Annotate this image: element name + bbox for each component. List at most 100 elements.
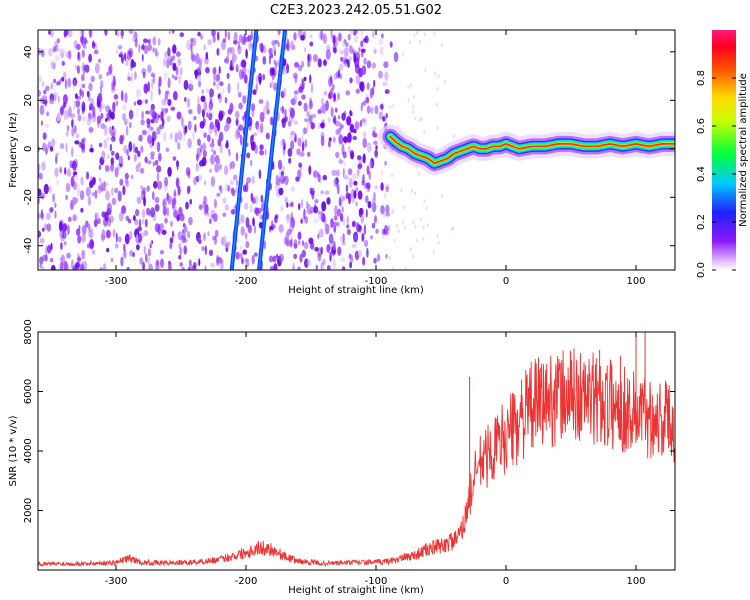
noise-speck (222, 88, 225, 94)
noise-speck (441, 43, 444, 48)
noise-speck (289, 107, 295, 119)
noise-speck (126, 149, 129, 156)
noise-speck (345, 192, 350, 200)
noise-speck (357, 168, 360, 176)
spectrogram-marks (38, 30, 675, 270)
noise-speck (181, 266, 185, 270)
noise-speck (366, 105, 371, 114)
noise-speck (211, 235, 216, 241)
noise-speck (287, 120, 292, 127)
noise-speck (147, 248, 152, 257)
noise-speck (425, 206, 428, 210)
y-tick-label: 6000 (23, 379, 34, 404)
x-tick-label: -300 (105, 576, 128, 587)
noise-speck (108, 215, 114, 224)
noise-speck (333, 73, 338, 80)
noise-speck (342, 40, 345, 47)
noise-speck (169, 58, 174, 66)
noise-speck (418, 171, 421, 176)
noise-speck (91, 249, 96, 255)
noise-speck (275, 182, 280, 192)
noise-speck (338, 69, 340, 79)
noise-speck (251, 175, 255, 185)
noise-speck (262, 56, 267, 65)
noise-speck (110, 157, 115, 166)
noise-speck (60, 242, 63, 250)
noise-speck (323, 59, 327, 66)
noise-speck (355, 88, 360, 94)
noise-speck (169, 237, 174, 244)
noise-speck (206, 211, 210, 218)
noise-speck (383, 212, 386, 219)
noise-speck (283, 236, 288, 245)
noise-speck (72, 196, 77, 206)
noise-speck (141, 110, 145, 120)
noise-speck (147, 39, 150, 44)
noise-speck (146, 118, 151, 124)
noise-speck (98, 142, 103, 148)
noise-speck (138, 218, 142, 230)
noise-speck (315, 264, 319, 270)
noise-speck (320, 30, 323, 41)
noise-speck (280, 171, 285, 176)
noise-speck (168, 199, 171, 205)
noise-speck (320, 135, 325, 147)
noise-speck (112, 228, 116, 238)
noise-speck (197, 65, 202, 73)
noise-speck (84, 64, 90, 73)
noise-speck (381, 169, 384, 176)
noise-speck (158, 88, 161, 96)
noise-speck (309, 34, 313, 39)
noise-speck (306, 259, 312, 267)
noise-speck (170, 132, 173, 140)
noise-speck (187, 230, 191, 239)
noise-speck (184, 125, 188, 134)
noise-speck (341, 206, 344, 213)
noise-speck (53, 78, 56, 84)
noise-speck (74, 64, 78, 70)
noise-speck (187, 120, 192, 131)
colorbar: 0.0 0.2 0.4 0.6 0.8 Normalized spectral ampl… (696, 30, 749, 278)
noise-speck (293, 239, 298, 248)
noise-speck (103, 139, 108, 149)
noise-speck (45, 254, 48, 262)
noise-speck (80, 139, 85, 150)
noise-speck (239, 245, 243, 252)
noise-speck (365, 208, 368, 218)
noise-speck (306, 200, 309, 209)
noise-speck (94, 63, 100, 74)
noise-speck (104, 125, 108, 136)
noise-speck (337, 246, 342, 256)
noise-speck (361, 232, 365, 242)
noise-speck (240, 214, 245, 224)
noise-speck (106, 72, 109, 77)
noise-speck (360, 40, 364, 48)
noise-speck (42, 81, 45, 88)
noise-speck (164, 51, 169, 59)
noise-speck (193, 176, 197, 186)
x-tick-label: -200 (235, 576, 258, 587)
noise-speck (156, 126, 161, 135)
noise-speck (441, 194, 443, 199)
noise-speck (147, 64, 152, 73)
noise-speck (75, 100, 81, 108)
noise-speck (90, 75, 95, 83)
noise-speck (339, 157, 342, 163)
noise-speck (408, 40, 411, 45)
noise-speck (253, 195, 259, 204)
noise-speck (191, 37, 197, 47)
noise-speck (120, 256, 124, 267)
noise-speck (43, 183, 49, 195)
noise-speck (176, 51, 181, 57)
noise-speck (245, 182, 249, 193)
noise-speck (416, 238, 419, 243)
noise-speck (250, 159, 253, 166)
noise-speck (306, 111, 309, 118)
noise-speck (349, 30, 354, 35)
noise-speck (310, 206, 314, 214)
noise-speck (204, 180, 207, 186)
noise-speck (416, 30, 419, 35)
noise-speck (352, 135, 358, 141)
noise-speck (299, 253, 303, 263)
